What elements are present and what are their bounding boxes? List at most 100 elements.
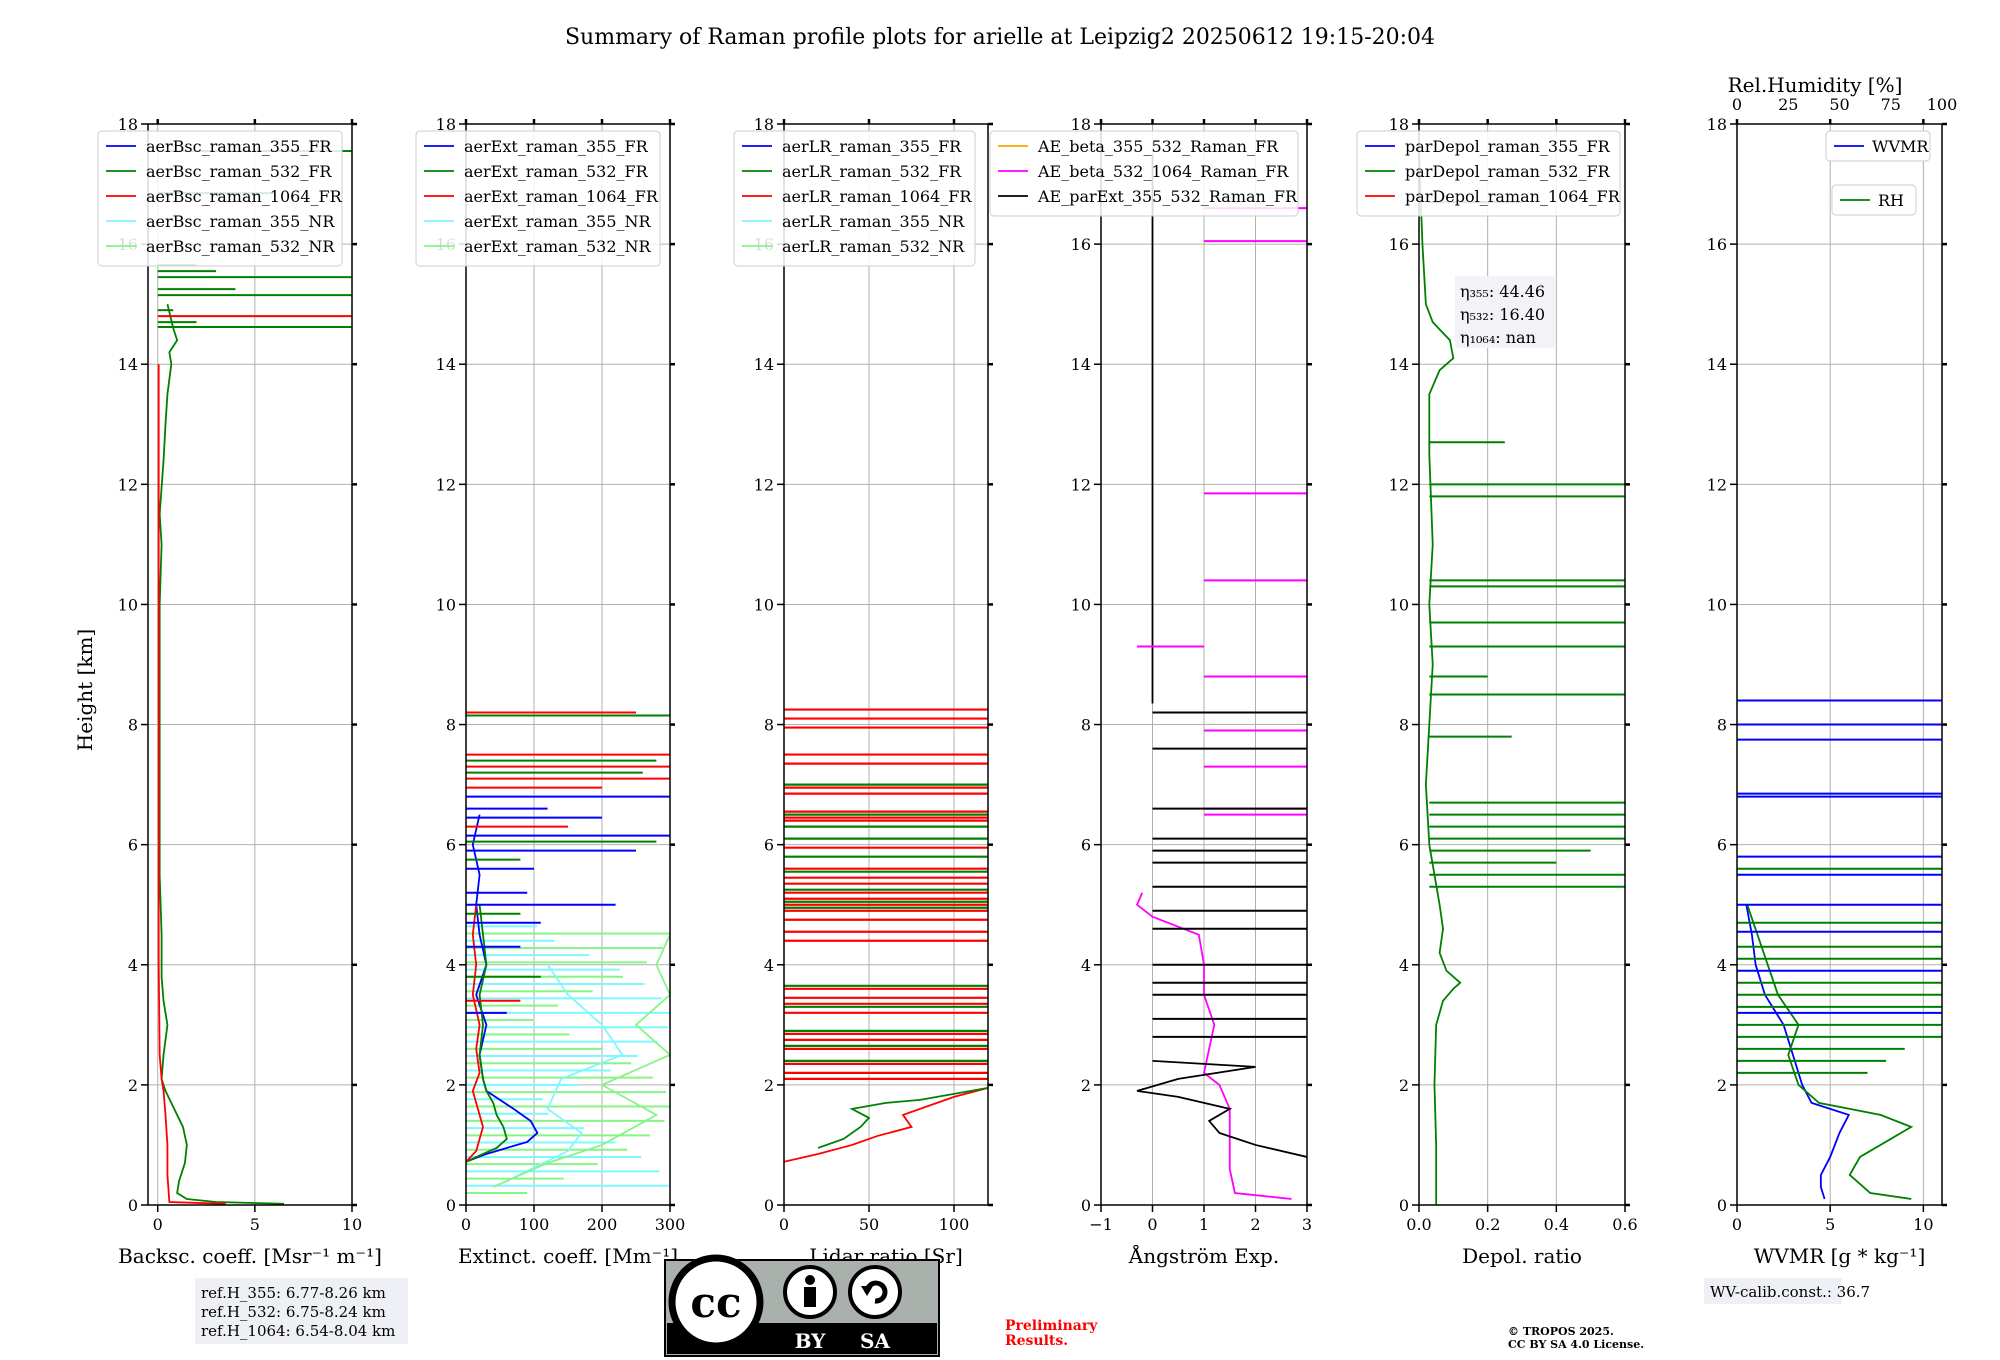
x-tick-label: 100 [939,1215,970,1234]
annotation-eta1064: η₁₀₆₄: nan [1460,328,1536,347]
ref-h-355: ref.H_355: 6.77-8.26 km [201,1284,386,1302]
legend-entry: aerBsc_raman_355_FR [146,137,332,156]
x-tick-label: 100 [519,1215,550,1234]
legend-entry: aerLR_raman_1064_FR [782,187,972,206]
panel-extinction: 0246810121416180100200300Extinct. coeff.… [415,115,685,1268]
legend-entry: AE_parExt_355_532_Raman_FR [1037,187,1298,206]
y-tick-label: 14 [754,355,774,374]
y-tick-label: 18 [118,115,138,134]
annotation-eta355: η₃₅₅: 44.46 [1460,282,1545,301]
legend-lidar_ratio: aerLR_raman_355_FR aerLR_raman_532_FR aerL… [733,130,976,267]
y-tick-label: 4 [764,956,774,975]
y-tick-label: 4 [1399,956,1409,975]
y-tick-label: 16 [1707,235,1727,254]
axes-frame [1736,123,1943,1206]
y-tick-label: 10 [436,595,456,614]
y-tick-label: 6 [446,836,456,855]
svg-text:cc: cc [690,1278,741,1327]
rh-tick-label: 50 [1829,95,1849,114]
rh-tick-label: 25 [1778,95,1798,114]
y-tick-label: 10 [1389,595,1409,614]
legend-extinction: aerExt_raman_355_FR aerExt_raman_532_FRae… [415,130,661,267]
y-tick-label: 2 [128,1076,138,1095]
legend-wvmr: WVMR RH [1825,130,1931,216]
x-tick-label: 0.2 [1475,1215,1500,1234]
series-line-aerExt_raman_355_NR [506,964,624,1182]
y-tick-label: 12 [754,475,774,494]
cc-icon [668,1254,764,1350]
rh-tick-label: 75 [1881,95,1901,114]
y-tick-label: 10 [754,595,774,614]
y-tick-label: 16 [1071,235,1091,254]
series-line-parDepol_raman_532_FR [1419,153,1462,1205]
y-tick-label: 18 [1707,115,1727,134]
series-line-RH [1746,904,1914,1200]
x-tick-label: 0.4 [1544,1215,1569,1234]
legend-entry: aerExt_raman_355_NR [464,212,652,231]
y-tick-label: 2 [1717,1076,1727,1095]
x-tick-label: 50 [859,1215,879,1234]
plot-area-extinction [466,711,670,1194]
by-label: BY [795,1329,827,1353]
figure-title: Summary of Raman profile plots for ariel… [565,25,1435,50]
y-tick-label: 6 [1399,836,1409,855]
x-tick-label: 0 [1147,1215,1157,1234]
x-axis-label-backscatter: Backsc. coeff. [Msr⁻¹ m⁻¹] [118,1244,382,1268]
legend-entry: aerBsc_raman_355_NR [146,212,335,231]
x-tick-label: 0 [461,1215,471,1234]
y-tick-label: 2 [446,1076,456,1095]
panels: 0246810121416180510Backsc. coeff. [Msr⁻¹… [97,95,1958,1268]
y-tick-label: 18 [436,115,456,134]
rh-tick-label: 0 [1732,95,1742,114]
x-tick-label: 1 [1199,1215,1209,1234]
legend-entry: AE_beta_532_1064_Raman_FR [1037,162,1289,181]
sa-share-icon [848,1265,902,1319]
axes-frame [147,123,353,1206]
series-line-aerLR_raman_532_FR [817,1087,988,1149]
annotation-eta532: η₅₃₂: 16.40 [1460,305,1545,324]
y-tick-label: 2 [1399,1076,1409,1095]
legend-entry: aerExt_raman_532_FR [464,162,649,181]
series-line-AE_beta_532_1064_Raman_FR [1135,892,1292,1200]
x-tick-label: 10 [342,1215,362,1234]
preliminary-line-1: Preliminary [1005,1318,1098,1334]
sa-label: SA [860,1329,890,1353]
y-tick-label: 8 [1081,716,1091,735]
y-tick-label: 14 [118,355,138,374]
y-tick-label: 8 [1717,716,1727,735]
legend-entry: parDepol_raman_1064_FR [1405,187,1621,206]
y-tick-label: 14 [436,355,456,374]
legend-entry: aerBsc_raman_532_NR [146,237,335,256]
y-tick-label: 0 [1081,1196,1091,1215]
series-line-aerExt_raman_532_FR [466,904,508,1163]
legend-depol: parDepol_raman_355_FR parDepol_raman_532_… [1356,130,1621,217]
y-tick-label: 2 [1081,1076,1091,1095]
legend-entry: RH [1878,191,1904,210]
y-tick-label: 16 [1389,235,1409,254]
wv-calib-box [1704,1278,1842,1304]
y-tick-label: 12 [436,475,456,494]
legend-entry: aerExt_raman_355_FR [464,137,649,156]
y-axis-label: Height [km] [73,629,97,751]
legend-backscatter: aerBsc_raman_355_FR aerBsc_raman_532_FRae… [97,130,343,267]
y-tick-label: 0 [446,1196,456,1215]
y-tick-label: 0 [1717,1196,1727,1215]
legend-entry: aerLR_raman_532_NR [782,237,965,256]
x-tick-label: 10 [1913,1215,1933,1234]
y-tick-label: 8 [764,716,774,735]
legend-entry: WVMR [1872,137,1929,156]
y-tick-label: 0 [128,1196,138,1215]
y-tick-label: 12 [1071,475,1091,494]
series-line-aerExt_raman_532_NR [492,934,670,1188]
legend-entry: aerLR_raman_355_NR [782,212,965,231]
ref-h-532: ref.H_532: 6.75-8.24 km [201,1303,386,1321]
depol-annotation: η₃₅₅: 44.46 η₅₃₂: 16.40 η₁₀₆₄: nan [1455,276,1555,348]
legend-entry: aerBsc_raman_532_FR [146,162,332,181]
ref-h-1064: ref.H_1064: 6.54-8.04 km [201,1322,395,1340]
x-tick-label: 0 [153,1215,163,1234]
x-axis-label-angstrom: Ångström Exp. [1128,1243,1279,1268]
y-tick-label: 10 [1071,595,1091,614]
legend-entry: parDepol_raman_532_FR [1405,162,1611,181]
